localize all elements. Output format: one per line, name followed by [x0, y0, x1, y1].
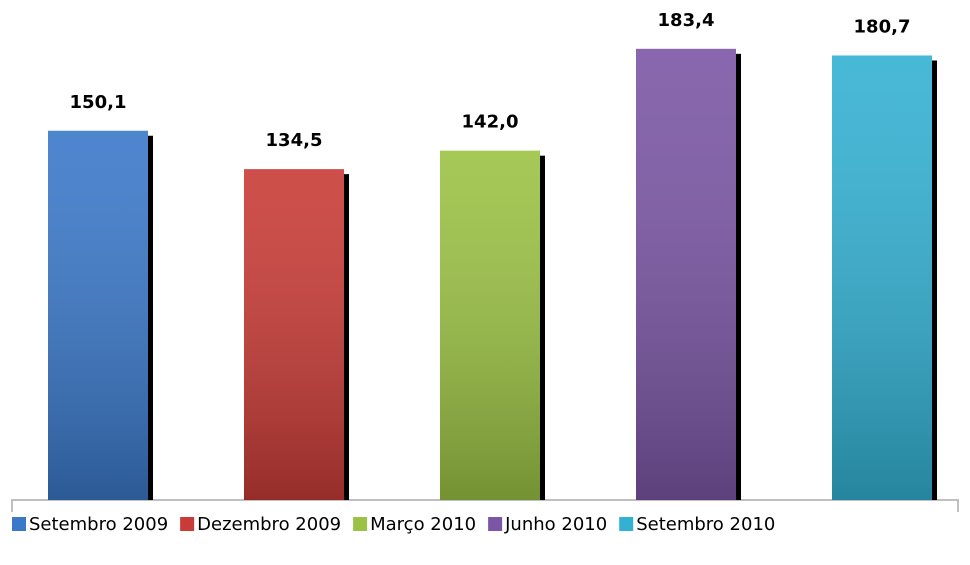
bar-shade [48, 130, 148, 500]
legend-label: Setembro 2009 [29, 514, 168, 535]
bar-shade [440, 150, 540, 500]
legend-swatch [180, 517, 195, 531]
legend-swatch [12, 517, 26, 531]
value-label: 183,4 [658, 10, 715, 31]
legend-label: Março 2010 [370, 514, 476, 535]
x-axis-line [11, 499, 959, 512]
legend-swatch [619, 517, 634, 531]
legend-label: Dezembro 2009 [197, 514, 341, 535]
bar-shade [244, 169, 344, 500]
bar-shade [832, 55, 932, 501]
value-label: 150,1 [70, 92, 127, 113]
legend-swatch [488, 517, 503, 531]
bar-shade [636, 48, 736, 500]
value-label: 134,5 [266, 130, 323, 151]
legend-label: Junho 2010 [504, 514, 607, 535]
value-label: 142,0 [462, 112, 519, 133]
legend-label: Setembro 2010 [636, 514, 775, 535]
legend-swatch [353, 517, 368, 531]
value-label: 180,7 [854, 16, 911, 37]
